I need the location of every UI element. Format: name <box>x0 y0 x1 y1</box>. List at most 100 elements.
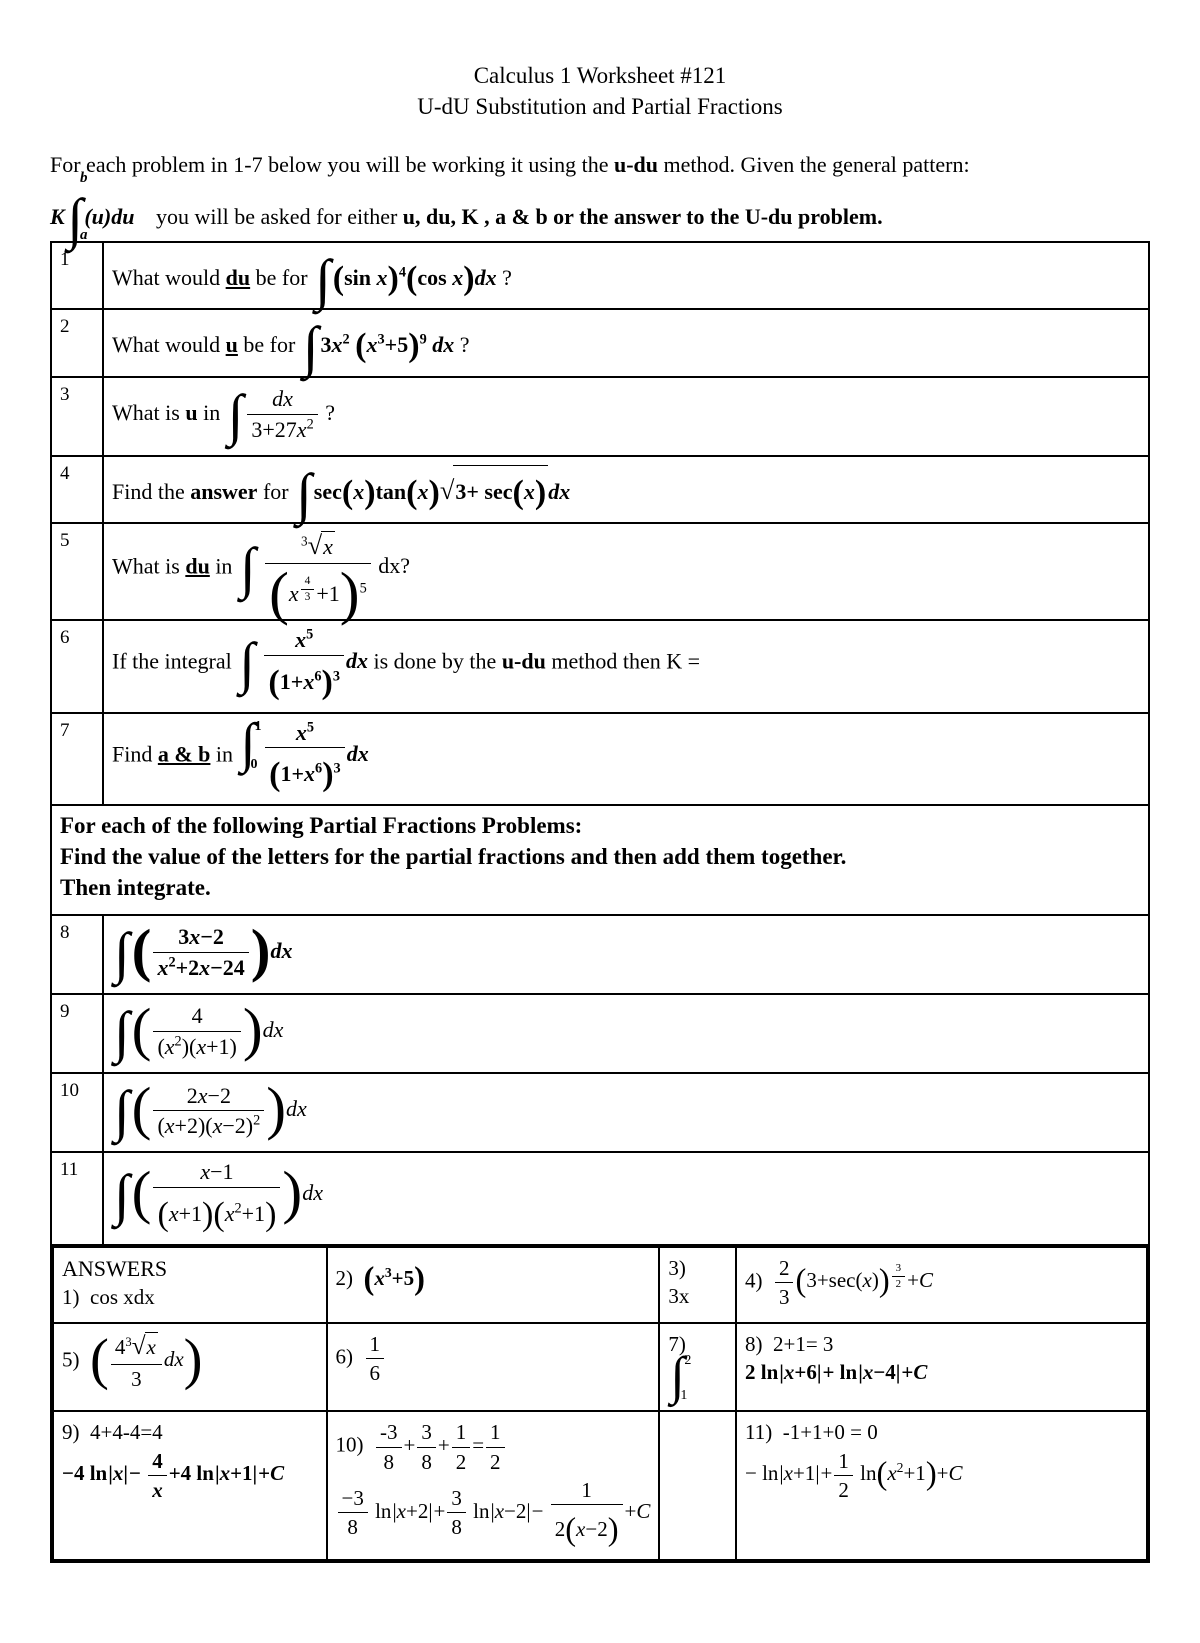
limit-b: b <box>80 168 88 188</box>
answer-cell: 9) 4+4-4=4 −4 lnx− 4x+4 lnx+1+C <box>53 1411 327 1560</box>
limit-top: 2 <box>684 1352 691 1371</box>
problem-row: 9 ∫(4(x2)(x+1))dx <box>51 994 1149 1073</box>
problem-body: What is du in ∫ 3√x (x43+1)5 dx? <box>103 523 1149 620</box>
problem-row: 5 What is du in ∫ 3√x (x43+1)5 dx? <box>51 523 1149 620</box>
problem-text: method then K = <box>546 648 700 673</box>
math-expr: 2 lnx+6+ lnx−4+C <box>745 1360 927 1384</box>
problem-key: a & b <box>158 741 211 766</box>
math-expr: (x3+5) <box>364 1266 425 1290</box>
problem-row: 11 ∫(x−1(x+1)(x2+1))dx <box>51 1152 1149 1245</box>
problem-text: in <box>210 741 238 766</box>
problem-body: Find the answer for ∫sec(x)tan(x)√3+ sec… <box>103 456 1149 523</box>
problem-key: du <box>185 553 209 578</box>
math-expr: -38+38+12=12 <box>374 1433 507 1457</box>
problem-row: 2 What would u be for ∫3x2 (x3+5)9 dx ? <box>51 309 1149 376</box>
answer-cell: 5) (43√x3dx) <box>53 1323 327 1412</box>
math-expr: (43√x3dx) <box>90 1347 203 1371</box>
math-expr: ∫sec(x)tan(x)√3+ sec(x)dx <box>294 479 570 504</box>
answer-text: 4+4-4=4 <box>90 1420 163 1444</box>
math-expr: 16 <box>366 1330 385 1388</box>
answer-cell: 3) 3x <box>659 1247 736 1323</box>
instructions-line: Then integrate. <box>60 872 1140 903</box>
answer-num: 11) <box>745 1420 772 1444</box>
problem-row: 6 If the integral ∫ x5 (1+x6)3 dx is don… <box>51 620 1149 713</box>
math-expr: ∫(2x−2(x+2)(x−2)2)dx <box>112 1096 307 1121</box>
math-expr: ∫dx3+27x2 <box>226 400 320 425</box>
problem-row: 7 Find a & b in 1∫0 x5 (1+x6)3 dx <box>51 713 1149 806</box>
problem-number: 3 <box>51 377 103 456</box>
math-expr: −4 lnx− 4x+4 lnx+1+C <box>62 1461 284 1485</box>
problem-row: 4 Find the answer for ∫sec(x)tan(x)√3+ s… <box>51 456 1149 523</box>
title-line-2: U-dU Substitution and Partial Fractions <box>50 91 1150 122</box>
problem-body: ∫(2x−2(x+2)(x−2)2)dx <box>103 1073 1149 1152</box>
math-expr: 23(3+sec(x))32+C <box>773 1268 933 1292</box>
answer-text: 3x <box>668 1284 689 1308</box>
intro-line-2: b K∫(u)du a you will be asked for either… <box>50 186 1150 232</box>
answers-container-row: ANSWERS 1) cos xdx 2) (x3+5) 3) 3x 4 <box>51 1245 1149 1563</box>
problem-udu: u-du <box>502 648 546 673</box>
math-expr: 2∫1 <box>670 1358 684 1400</box>
answers-row: ANSWERS 1) cos xdx 2) (x3+5) 3) 3x 4 <box>53 1247 1147 1323</box>
problem-body: ∫(4(x2)(x+1))dx <box>103 994 1149 1073</box>
instructions-cell: For each of the following Partial Fracti… <box>51 805 1149 914</box>
answer-num: 8) <box>745 1332 763 1356</box>
answer-num: 4) <box>745 1268 763 1292</box>
problem-number: 6 <box>51 620 103 713</box>
answer-cell: 6) 16 <box>327 1323 660 1412</box>
answers-container-cell: ANSWERS 1) cos xdx 2) (x3+5) 3) 3x 4 <box>51 1245 1149 1563</box>
problem-text: in <box>210 553 238 578</box>
problem-number: 10 <box>51 1073 103 1152</box>
problem-body: What would du be for ∫(sin x)4(cos x)dx … <box>103 242 1149 309</box>
problem-text: What is <box>112 400 185 425</box>
math-expr: ∫3x2 (x3+5)9 dx <box>301 332 454 357</box>
answer-num: 9) <box>62 1420 80 1444</box>
intro-text: method. Given the general pattern: <box>658 152 970 177</box>
answer-cell: 11) -1+1+0 = 0 − lnx+1+12 ln(x2+1)+C <box>736 1411 1147 1560</box>
intro-text: you will be asked for either <box>156 204 403 229</box>
pattern-body: (u)du <box>84 204 134 229</box>
problem-number: 9 <box>51 994 103 1073</box>
limit-bot: 1 <box>680 1387 687 1406</box>
problem-text: If the integral <box>112 648 237 673</box>
problem-text: be for <box>238 332 301 357</box>
problem-number: 7 <box>51 713 103 806</box>
problems-table: 1 What would du be for ∫(sin x)4(cos x)d… <box>50 241 1150 1563</box>
answer-text: 2+1= 3 <box>773 1332 833 1356</box>
problem-body: ∫(x−1(x+1)(x2+1))dx <box>103 1152 1149 1245</box>
answer-cell: 8) 2+1= 3 2 lnx+6+ lnx−4+C <box>736 1323 1147 1412</box>
math-expr: 1∫0 x5 (1+x6)3 dx <box>239 741 369 766</box>
problem-number: 8 <box>51 915 103 994</box>
math-expr: ∫(sin x)4(cos x)dx <box>313 265 497 290</box>
problem-number: 5 <box>51 523 103 620</box>
problem-text: in <box>198 400 226 425</box>
problem-row: 3 What is u in ∫dx3+27x2 ? <box>51 377 1149 456</box>
problem-body: Find a & b in 1∫0 x5 (1+x6)3 dx <box>103 713 1149 806</box>
worksheet-page: Calculus 1 Worksheet #121 U-dU Substitut… <box>0 0 1200 1643</box>
answer-num: 1) <box>62 1285 80 1309</box>
math-expr: −38 lnx+2+38 lnx−2− 12(x−2)+C <box>336 1499 651 1523</box>
answer-text: cos xdx <box>90 1285 155 1309</box>
problem-number: 1 <box>51 242 103 309</box>
answer-text: -1+1+0 = 0 <box>783 1420 878 1444</box>
math-expr: ∫(3x−2x2+2x−24)dx <box>112 938 292 963</box>
intro-line-1: For each problem in 1-7 below you will b… <box>50 150 1150 180</box>
answer-num: 2) <box>336 1266 354 1290</box>
problem-number: 4 <box>51 456 103 523</box>
problem-row: 1 What would du be for ∫(sin x)4(cos x)d… <box>51 242 1149 309</box>
math-expr: − lnx+1+12 ln(x2+1)+C <box>745 1461 963 1485</box>
problem-number: 11 <box>51 1152 103 1245</box>
problem-number: 2 <box>51 309 103 376</box>
problem-key: u <box>226 332 238 357</box>
math-expr: ∫ x5 (1+x6)3 dx <box>237 648 368 673</box>
answer-cell-empty <box>659 1411 736 1560</box>
problem-body: If the integral ∫ x5 (1+x6)3 dx is done … <box>103 620 1149 713</box>
problem-text: for <box>257 479 294 504</box>
math-expr: ∫(x−1(x+1)(x2+1))dx <box>112 1180 323 1205</box>
problem-row: 8 ∫(3x−2x2+2x−24)dx <box>51 915 1149 994</box>
title-block: Calculus 1 Worksheet #121 U-dU Substitut… <box>50 60 1150 122</box>
answer-cell: 10) -38+38+12=12 −38 lnx+2+38 lnx−2− 12(… <box>327 1411 660 1560</box>
problem-text: Find the <box>112 479 190 504</box>
problem-key: du <box>226 265 250 290</box>
problem-text: is done by the <box>373 648 501 673</box>
problem-text: Find <box>112 741 158 766</box>
